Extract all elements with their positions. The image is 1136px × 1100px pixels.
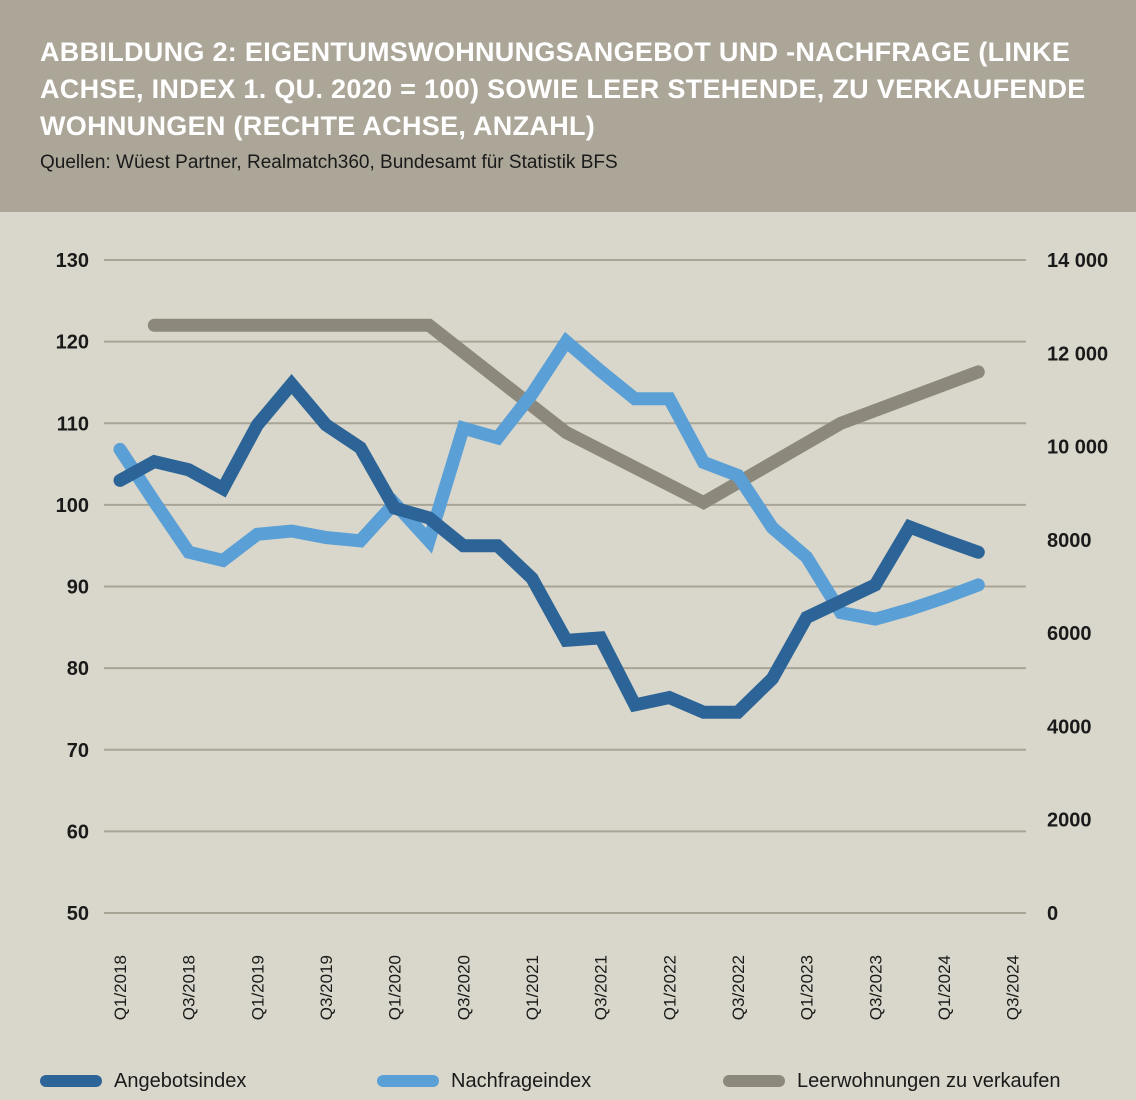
x-axis-tick-label: Q1/2023 (798, 955, 817, 1020)
series-angebotsindex-line (113, 374, 985, 719)
legend-label-leerwohnungen: Leerwohnungen zu verkaufen (797, 1069, 1061, 1092)
legend-item-nachfrageindex: Nachfrageindex (377, 1066, 591, 1096)
legend-swatch-nachfrageindex (377, 1075, 439, 1087)
left-axis-tick-label: 120 (56, 332, 89, 354)
chart-header: ABBILDUNG 2: EIGENTUMSWOHNUNGSANGEBOT UN… (0, 0, 1136, 212)
x-axis-tick-label: Q3/2023 (866, 955, 885, 1020)
left-axis-tick-label: 70 (67, 740, 89, 762)
x-axis-tick-label: Q1/2020 (386, 955, 405, 1020)
x-axis-tick-label: Q1/2022 (660, 955, 679, 1020)
x-axis-ticks: Q1/2018 Q3/2018 Q1/2019 Q3/2019 Q1/2020 Q3/20… (111, 955, 1023, 1020)
x-axis-tick-label: Q1/2018 (111, 955, 130, 1020)
right-axis-tick-label: 0 (1047, 903, 1058, 925)
series-lines (113, 318, 985, 719)
left-axis-ticks: 130 120 110 100 90 80 70 60 50 (56, 250, 89, 925)
x-axis-tick-label: Q3/2018 (180, 955, 199, 1020)
x-axis-tick-label: Q3/2024 (1004, 955, 1023, 1020)
left-axis-tick-label: 100 (56, 495, 89, 517)
right-axis-tick-label: 10 000 (1047, 437, 1108, 459)
right-axis-tick-label: 8000 (1047, 530, 1092, 552)
right-axis-tick-label: 4000 (1047, 716, 1092, 738)
right-axis-tick-label: 12 000 (1047, 343, 1108, 365)
left-axis-tick-label: 80 (67, 658, 89, 680)
x-axis-tick-label: Q3/2022 (729, 955, 748, 1020)
legend-swatch-leerwohnungen (723, 1075, 785, 1087)
right-axis-tick-label: 14 000 (1047, 250, 1108, 272)
x-axis-tick-label: Q1/2019 (248, 955, 267, 1020)
legend-label-angebotsindex: Angebotsindex (114, 1069, 247, 1092)
left-axis-tick-label: 110 (57, 413, 89, 435)
left-axis-tick-label: 130 (56, 250, 89, 272)
left-axis-tick-label: 50 (67, 903, 89, 925)
x-axis-tick-label: Q1/2021 (523, 955, 542, 1020)
legend-item-leerwohnungen: Leerwohnungen zu verkaufen (723, 1066, 1061, 1096)
x-axis-tick-label: Q3/2019 (317, 955, 336, 1020)
chart-source: Quellen: Wüest Partner, Realmatch360, Bu… (40, 152, 618, 173)
legend: Angebotsindex Nachfrageindex Leerwohnung… (0, 1066, 1136, 1096)
legend-item-angebotsindex: Angebotsindex (40, 1066, 246, 1096)
series-leerwohnungen-line (147, 318, 985, 510)
right-axis-tick-label: 2000 (1047, 810, 1092, 832)
legend-swatch-angebotsindex (40, 1075, 102, 1087)
x-axis-tick-label: Q3/2021 (592, 955, 611, 1020)
left-axis-tick-label: 60 (67, 821, 89, 843)
legend-label-nachfrageindex: Nachfrageindex (451, 1069, 592, 1092)
x-axis-tick-label: Q1/2024 (935, 955, 954, 1020)
series-nachfrageindex-line (113, 331, 985, 626)
left-axis-tick-label: 90 (67, 577, 89, 599)
chart-title: ABBILDUNG 2: EIGENTUMSWOHNUNGSANGEBOT UN… (40, 37, 1086, 141)
grid-lines (104, 259, 1026, 914)
x-axis-tick-label: Q3/2020 (454, 955, 473, 1020)
right-axis-tick-label: 6000 (1047, 623, 1092, 645)
right-axis-ticks: 14 000 12 000 10 000 8000 6000 4000 2000 0 (1047, 250, 1108, 925)
